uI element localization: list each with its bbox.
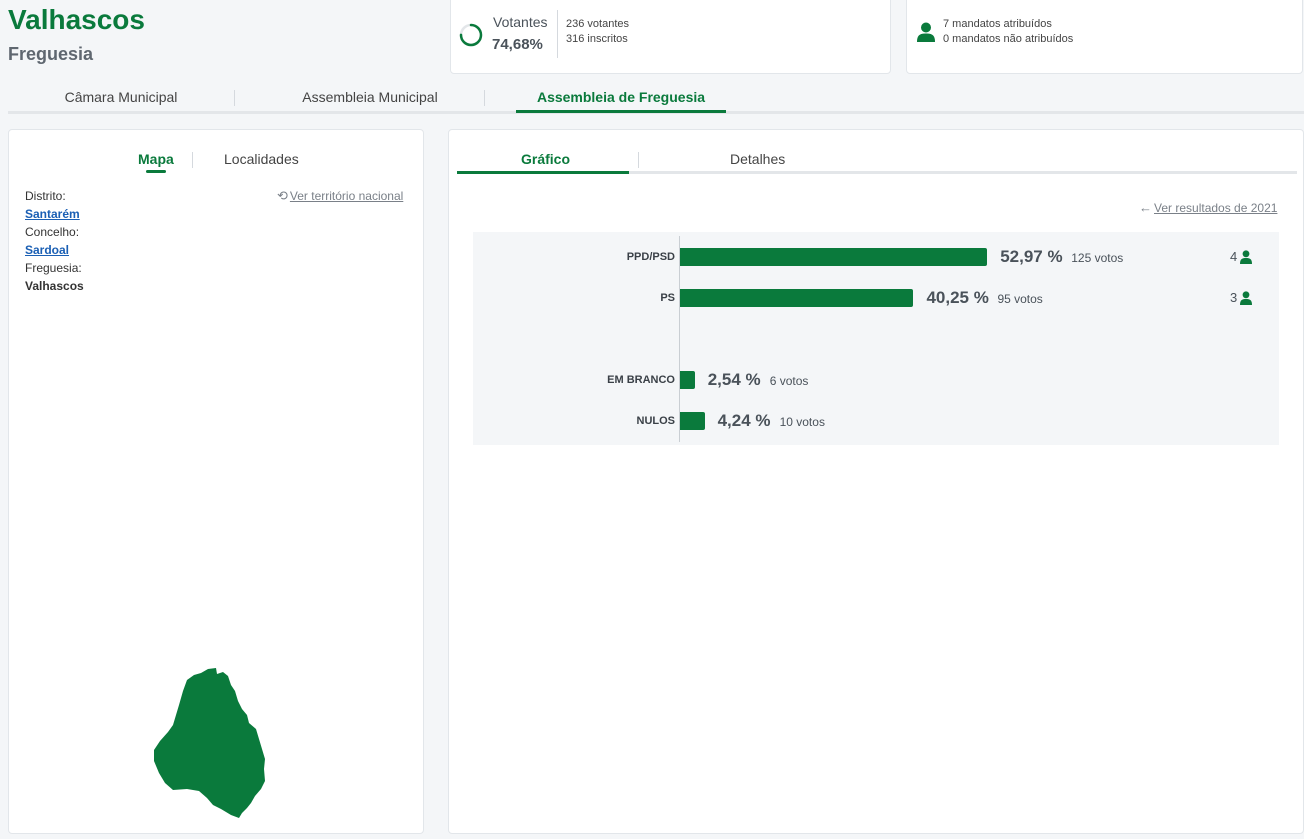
seats-count: 3: [1230, 290, 1238, 305]
tab-camara-municipal[interactable]: Câmara Municipal: [64, 89, 178, 105]
percent-label-nulos: 4,24 %: [717, 411, 771, 430]
person-icon: [1240, 290, 1253, 305]
category-label-nulos: NULOS: [636, 415, 676, 427]
bar-nulos[interactable]: [680, 412, 705, 430]
turnout-divider: [557, 10, 558, 58]
page-title: Valhascos: [8, 4, 145, 35]
subtab-divider: [638, 152, 639, 168]
county-label: Concelho:: [25, 225, 80, 239]
turnout-percent: 74,68%: [492, 36, 543, 53]
national-territory-link[interactable]: ⟲ Ver território nacional: [277, 188, 403, 204]
category-label-ps: PS: [660, 292, 675, 304]
previous-results-label: Ver resultados de 2021: [1154, 201, 1278, 215]
national-territory-label: Ver território nacional: [289, 189, 404, 203]
tab-assembleia-municipal[interactable]: Assembleia Municipal: [302, 89, 438, 105]
main-tabs: Câmara Municipal Assembleia Municipal As…: [8, 84, 1304, 114]
grafico-tab-indicator: [457, 171, 629, 174]
mandates-unassigned: 0 mandatos não atribuídos: [943, 33, 1074, 45]
chart-axis-line: [679, 236, 680, 442]
percent-label-ppd-psd: 52,97 %: [1000, 247, 1063, 266]
tab-localidades[interactable]: Localidades: [224, 151, 299, 167]
category-label-em-branco: EM BRANCO: [607, 374, 675, 386]
mandates-assigned: 7 mandatos atribuídos: [943, 18, 1052, 30]
turnout-label: Votantes: [493, 14, 548, 30]
person-icon: [1240, 249, 1253, 264]
district-label: Distrito:: [25, 189, 66, 203]
votes-label-ps: 95 votos: [997, 292, 1043, 306]
tab-grafico[interactable]: Gráfico: [521, 151, 571, 167]
mandates-card: 7 mandatos atribuídos 0 mandatos não atr…: [906, 0, 1303, 74]
turnout-card: Votantes 74,68% 236 votantes 316 inscrit…: [450, 0, 891, 74]
undo-icon: ⟲: [277, 188, 288, 203]
seats-count: 4: [1230, 249, 1238, 264]
page-subtitle: Freguesia: [8, 44, 94, 64]
percent-label-ps: 40,25 %: [926, 288, 989, 307]
seats-label-ps: 3: [1230, 290, 1253, 305]
seats-label-ppd-psd: 4: [1230, 249, 1253, 264]
percent-label-em-branco: 2,54 %: [707, 370, 761, 389]
parish-map-shape[interactable]: [143, 665, 273, 820]
results-chart: PPD/PSD 52,97 % 125 votos 4 PS 40,25 % 95 voto…: [473, 232, 1279, 445]
results-panel: Gráfico Detalhes ← Ver resultados de 2021…: [448, 129, 1304, 834]
bar-ppd-psd[interactable]: [680, 248, 988, 266]
tab-assembleia-freguesia[interactable]: Assembleia de Freguesia: [536, 89, 706, 105]
tab-mapa[interactable]: Mapa: [138, 151, 174, 167]
tab-divider: [484, 90, 485, 106]
votes-label-ppd-psd: 125 votos: [1071, 251, 1124, 265]
arrow-left-icon: ←: [1139, 200, 1152, 215]
votes-label-nulos: 10 votos: [779, 415, 825, 429]
bar-em-branco[interactable]: [680, 371, 695, 389]
parish-name: Valhascos: [25, 279, 84, 293]
subtab-divider: [192, 152, 193, 168]
turnout-ring-icon: [459, 23, 483, 47]
subtabs-baseline: [457, 171, 1297, 174]
person-icon: [917, 22, 935, 42]
previous-results-link[interactable]: ← Ver resultados de 2021: [1139, 200, 1277, 215]
mapa-tab-indicator: [146, 170, 166, 173]
category-label-ppd-psd: PPD/PSD: [626, 251, 675, 263]
tab-divider: [234, 90, 235, 106]
registered-count: 316 inscritos: [566, 33, 628, 45]
voters-count: 236 votantes: [566, 18, 629, 30]
district-link[interactable]: Santarém: [25, 207, 80, 221]
tab-detalhes[interactable]: Detalhes: [730, 151, 786, 167]
parish-label: Freguesia:: [25, 261, 82, 275]
county-link[interactable]: Sardoal: [25, 243, 70, 257]
location-panel: Mapa Localidades ⟲ Ver território naciona…: [8, 129, 424, 834]
votes-label-em-branco: 6 votos: [769, 374, 809, 388]
active-tab-indicator: [516, 110, 726, 113]
bar-ps[interactable]: [680, 289, 914, 307]
